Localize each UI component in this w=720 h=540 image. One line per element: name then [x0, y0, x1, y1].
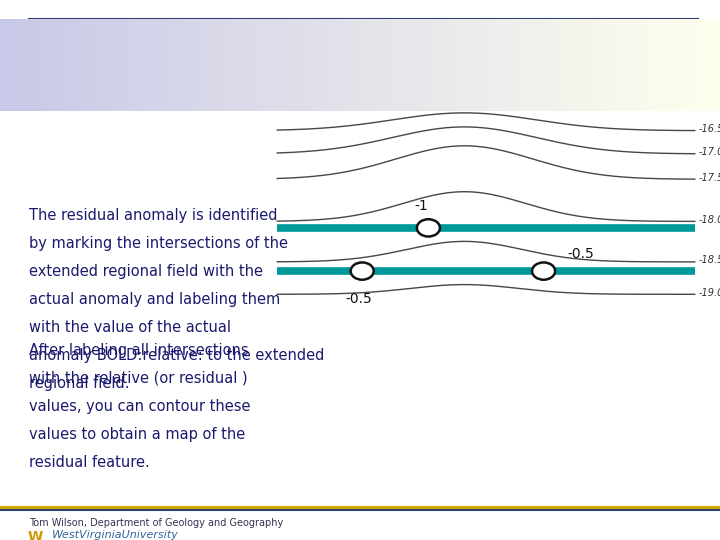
- Text: by marking the intersections of the: by marking the intersections of the: [29, 236, 288, 251]
- Text: -17.5: -17.5: [698, 173, 720, 183]
- Text: -19.0: -19.0: [698, 288, 720, 298]
- Text: W: W: [27, 530, 42, 540]
- Circle shape: [417, 219, 440, 237]
- Text: -1: -1: [414, 199, 428, 213]
- Text: WestVirginiaUniversity: WestVirginiaUniversity: [52, 530, 179, 540]
- Circle shape: [351, 262, 374, 280]
- Text: -16.0: -16.0: [698, 102, 720, 111]
- Text: -16.5: -16.5: [698, 124, 720, 134]
- Text: -18.5: -18.5: [698, 255, 720, 265]
- Text: -0.5: -0.5: [345, 292, 372, 306]
- Text: values to obtain a map of the: values to obtain a map of the: [29, 427, 245, 442]
- Text: After labeling all intersections: After labeling all intersections: [29, 343, 248, 358]
- Text: anomaly BOLD:relative: to the extended: anomaly BOLD:relative: to the extended: [29, 348, 324, 363]
- Text: extended regional field with the: extended regional field with the: [29, 264, 263, 279]
- Text: with the relative (or residual ): with the relative (or residual ): [29, 371, 248, 386]
- Text: Tom Wilson, Department of Geology and Geography: Tom Wilson, Department of Geology and Ge…: [29, 518, 283, 529]
- Text: -0.5: -0.5: [567, 247, 595, 261]
- Text: -15.5: -15.5: [698, 77, 720, 87]
- Text: residual feature.: residual feature.: [29, 455, 150, 470]
- Text: actual anomaly and labeling them: actual anomaly and labeling them: [29, 292, 280, 307]
- Text: -18.0: -18.0: [698, 215, 720, 225]
- Text: regional field.: regional field.: [29, 376, 130, 392]
- Text: The residual anomaly is identified: The residual anomaly is identified: [29, 208, 277, 223]
- Circle shape: [532, 262, 555, 280]
- Text: values, you can contour these: values, you can contour these: [29, 399, 251, 414]
- Text: with the value of the actual: with the value of the actual: [29, 320, 231, 335]
- Text: -17.0: -17.0: [698, 147, 720, 157]
